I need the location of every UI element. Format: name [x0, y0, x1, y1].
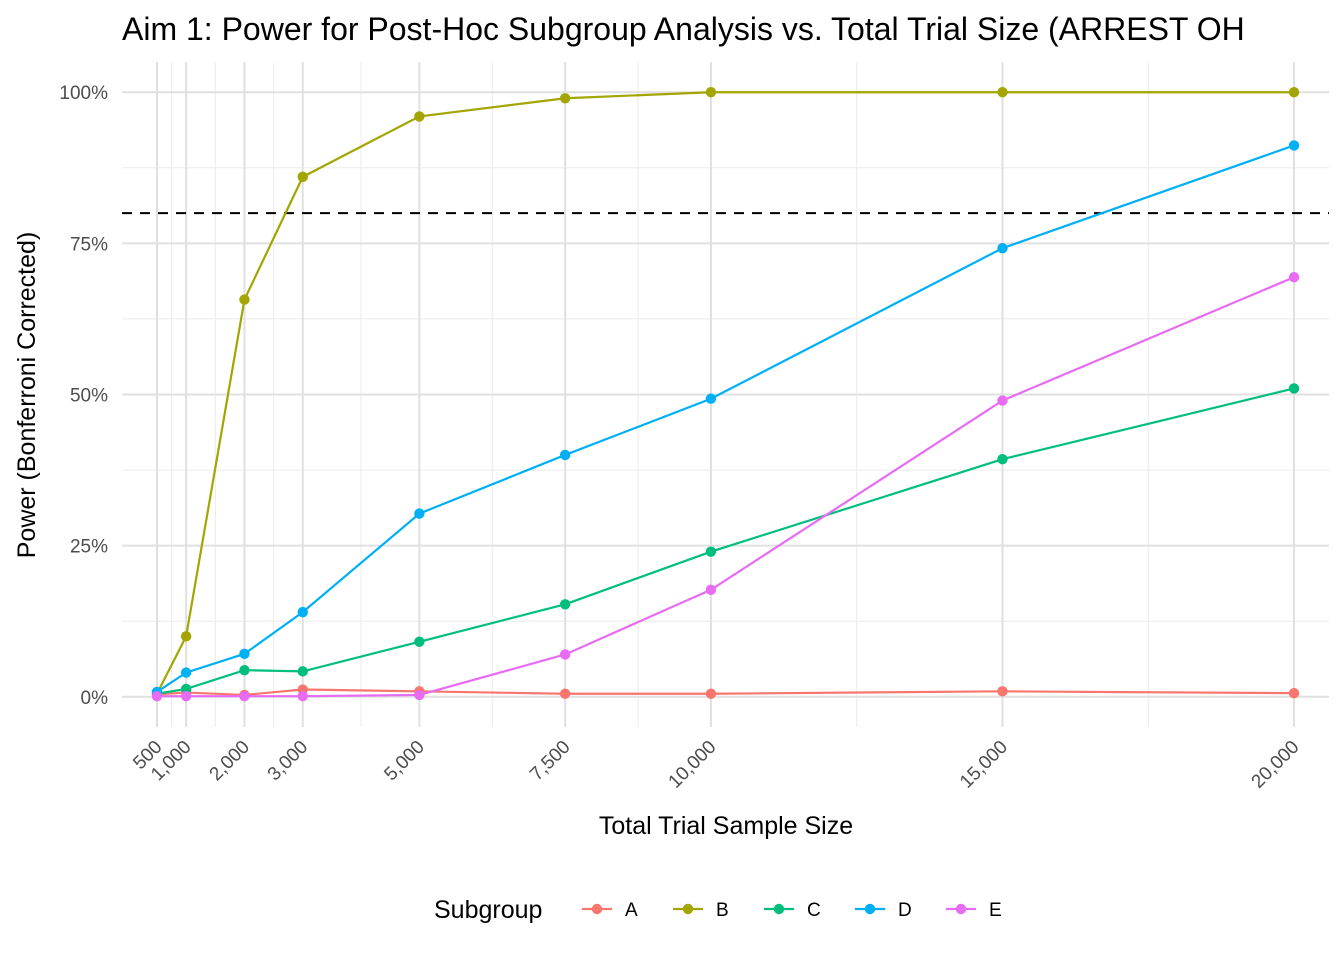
- data-point-C: [239, 664, 250, 676]
- data-point-D: [297, 606, 308, 618]
- data-point-C: [997, 453, 1008, 465]
- legend-key-point-C: [773, 903, 785, 915]
- data-point-B: [414, 111, 425, 122]
- series-line-C: [156, 387, 1295, 695]
- y-tick-label: 75%: [70, 234, 108, 255]
- legend-key-point-A: [591, 903, 603, 915]
- y-tick-label: 0%: [81, 688, 109, 709]
- data-point-A: [705, 688, 717, 699]
- data-point-E: [559, 649, 571, 660]
- legend-label-C: C: [807, 900, 821, 921]
- data-point-B: [705, 87, 717, 98]
- data-point-B: [1288, 87, 1300, 98]
- data-point-D: [239, 648, 250, 660]
- data-point-D: [1288, 140, 1300, 151]
- series-line-A: [156, 688, 1295, 697]
- data-point-D: [180, 667, 192, 678]
- data-point-E: [414, 689, 425, 701]
- grid-major: [122, 62, 1329, 727]
- data-point-D: [997, 243, 1008, 254]
- data-point-B: [297, 171, 308, 183]
- data-point-C: [705, 546, 717, 557]
- series-points: [151, 87, 1300, 702]
- data-point-D: [559, 449, 571, 461]
- data-point-E: [997, 395, 1008, 406]
- legend-key-point-D: [864, 903, 876, 915]
- x-tick-label: 10,000: [665, 737, 721, 793]
- series-line-B: [156, 91, 1295, 695]
- y-tick-label: 100%: [59, 83, 108, 104]
- data-point-C: [297, 666, 308, 677]
- data-point-C: [559, 599, 571, 610]
- data-point-A: [997, 686, 1008, 697]
- series-line-D: [156, 144, 1295, 693]
- data-point-E: [180, 690, 192, 702]
- x-tick-label: 20,000: [1248, 737, 1304, 793]
- x-tick-label: 5,000: [380, 737, 428, 785]
- data-point-E: [297, 690, 308, 702]
- data-point-E: [1288, 272, 1300, 283]
- data-point-D: [705, 393, 717, 404]
- legend-key-point-E: [955, 903, 967, 915]
- legend-key-point-B: [682, 903, 694, 915]
- data-point-C: [1288, 383, 1300, 394]
- y-tick-label: 50%: [70, 386, 108, 407]
- data-point-B: [180, 631, 192, 642]
- chart-title: Aim 1: Power for Post-Hoc Subgroup Analy…: [122, 11, 1245, 47]
- x-tick-label: 15,000: [956, 737, 1012, 793]
- legend-label-D: D: [898, 900, 912, 921]
- legend: Subgroup A B C D E: [434, 896, 1002, 924]
- data-point-A: [1288, 687, 1300, 699]
- legend-label-E: E: [989, 900, 1002, 921]
- series-line-E: [156, 276, 1295, 698]
- data-point-E: [705, 584, 717, 595]
- data-point-E: [239, 690, 250, 702]
- x-tick-label: 2,000: [206, 737, 254, 785]
- data-point-C: [414, 636, 425, 647]
- x-tick-label: 3,000: [264, 737, 312, 785]
- y-axis-label: Power (Bonferroni Corrected): [13, 232, 41, 559]
- data-point-E: [151, 690, 163, 702]
- data-point-B: [559, 93, 571, 104]
- data-point-A: [559, 688, 571, 699]
- data-point-B: [997, 87, 1008, 98]
- data-point-D: [414, 508, 425, 519]
- y-tick-label: 25%: [70, 537, 108, 558]
- y-axis-ticks: 0% 25% 50% 75% 100%: [59, 83, 108, 709]
- data-point-C: [180, 683, 192, 695]
- x-axis-label: Total Trial Sample Size: [599, 812, 853, 840]
- legend-label-B: B: [716, 900, 729, 921]
- data-point-B: [239, 294, 250, 305]
- x-tick-label: 7,500: [526, 737, 574, 785]
- legend-title: Subgroup: [434, 896, 542, 924]
- legend-label-A: A: [625, 900, 638, 921]
